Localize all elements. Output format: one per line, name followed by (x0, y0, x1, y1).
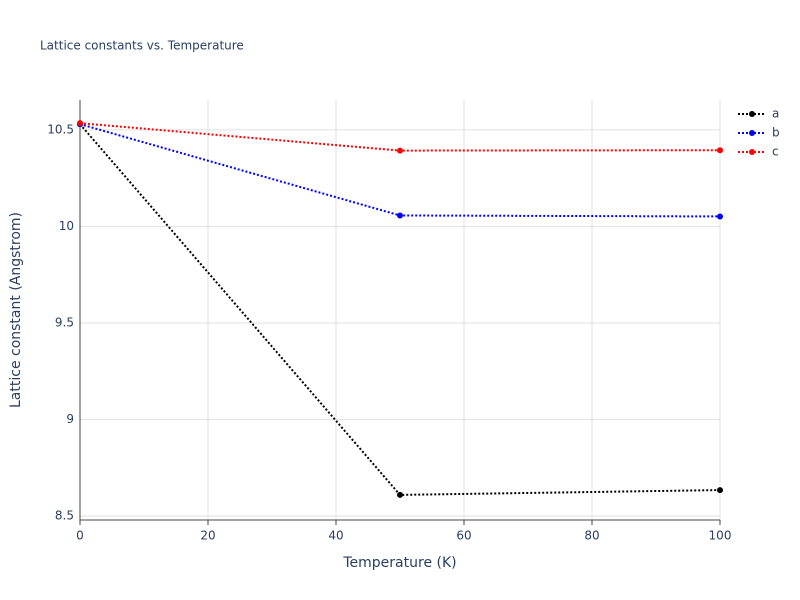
data-point (397, 212, 403, 219)
y-tick-label: 9.5 (55, 316, 74, 330)
data-point (397, 491, 403, 498)
series-line (79, 123, 721, 218)
x-tick-label: 80 (584, 529, 599, 543)
data-point (397, 147, 403, 154)
data-point (717, 213, 723, 220)
y-tick-label: 8.5 (55, 509, 74, 523)
x-tick-label: 0 (76, 529, 84, 543)
data-point (717, 487, 723, 494)
y-tick-label: 10 (59, 219, 74, 233)
legend-marker (749, 111, 755, 117)
data-point (77, 120, 83, 127)
legend-label: c (772, 145, 779, 159)
legend-label: b (772, 126, 780, 140)
y-axis-title: Lattice constant (Angstrom) (8, 212, 24, 408)
x-axis-title: Temperature (K) (342, 555, 456, 571)
series-line (79, 122, 721, 152)
x-tick-label: 60 (456, 529, 471, 543)
chart-title: Lattice constants vs. Temperature (40, 39, 244, 53)
legend-label: a (772, 107, 779, 121)
legend-marker (749, 130, 755, 136)
data-point (717, 147, 723, 154)
series-line (79, 123, 721, 496)
x-tick-label: 20 (200, 529, 215, 543)
x-tick-label: 40 (328, 529, 343, 543)
y-tick-label: 10.5 (47, 122, 74, 136)
y-tick-label: 9 (66, 412, 74, 426)
x-tick-label: 100 (709, 529, 732, 543)
legend-marker (749, 149, 755, 155)
